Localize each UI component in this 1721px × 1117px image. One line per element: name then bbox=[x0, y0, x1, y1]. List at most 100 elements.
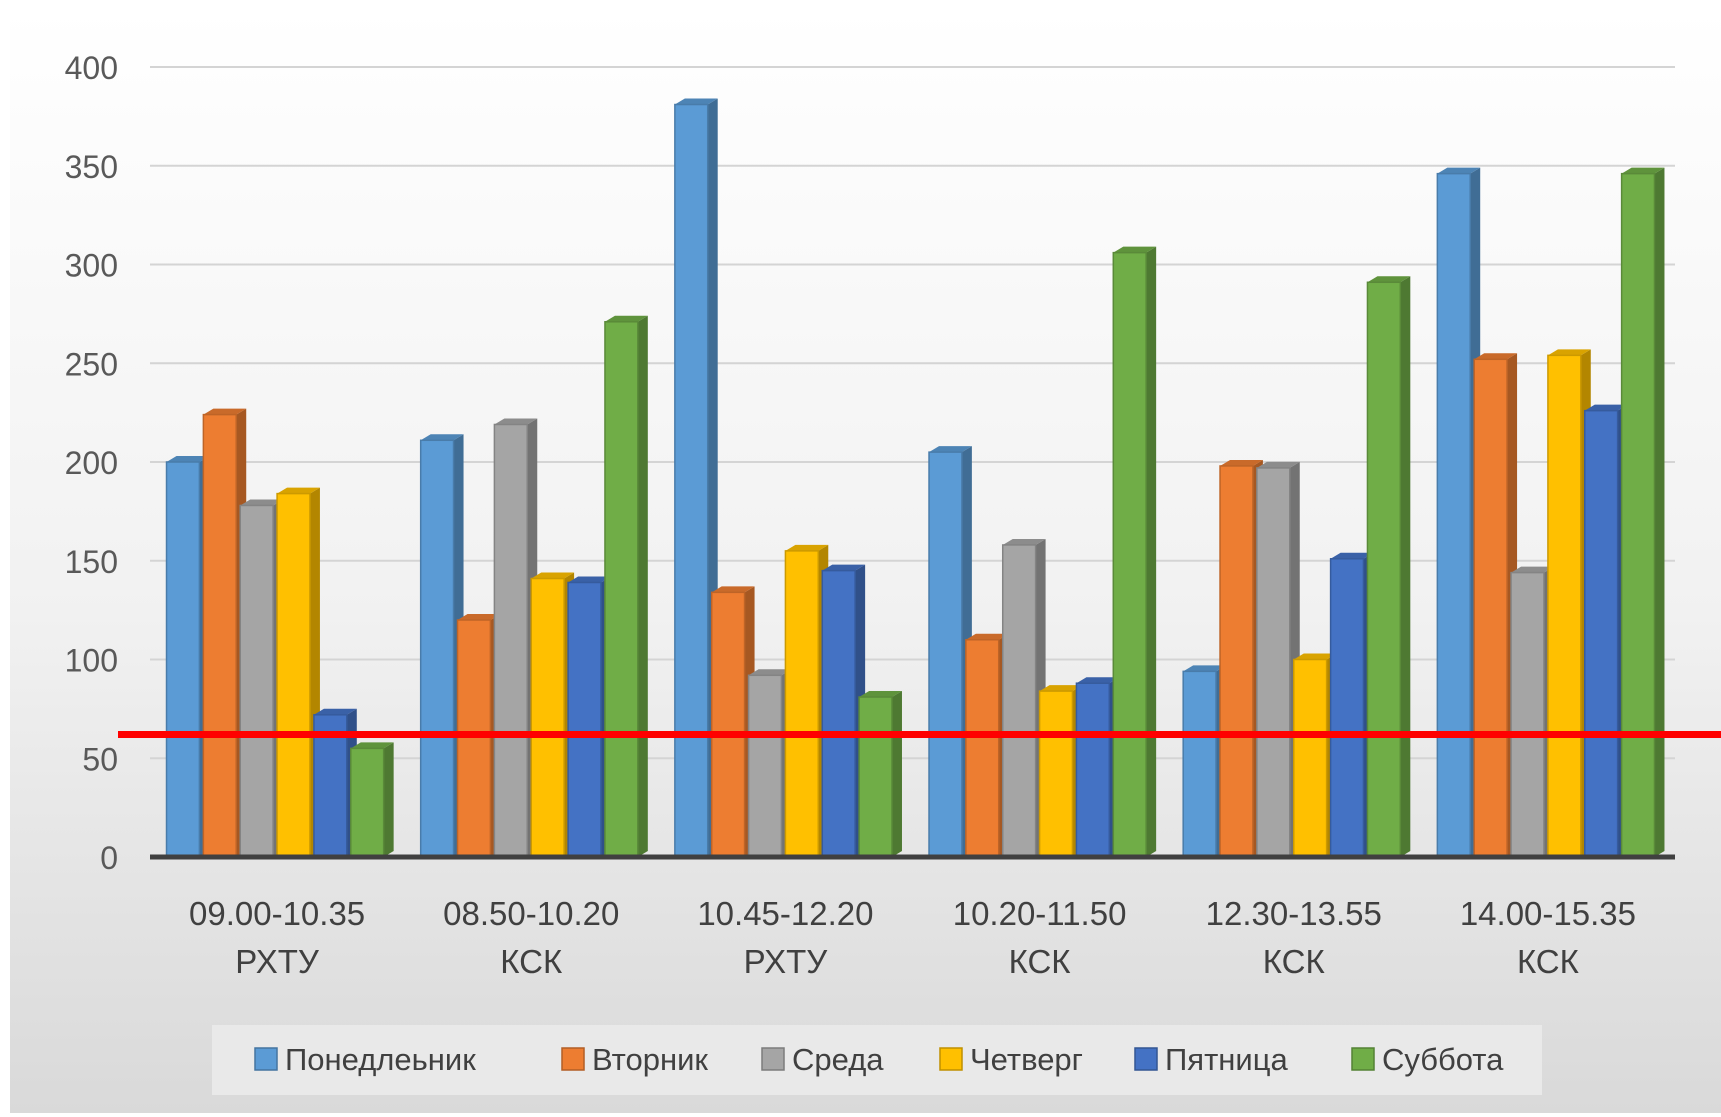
bar-top bbox=[1293, 653, 1337, 660]
bar-top bbox=[785, 544, 829, 551]
bar-front bbox=[1584, 409, 1619, 858]
bar-top bbox=[711, 586, 755, 593]
bar-side bbox=[1654, 167, 1665, 857]
bar bbox=[1366, 276, 1411, 858]
bar-front bbox=[493, 423, 529, 858]
bar-top bbox=[166, 456, 210, 462]
bar bbox=[1620, 167, 1665, 858]
bar-top bbox=[1039, 685, 1083, 692]
bar-front bbox=[1510, 571, 1545, 858]
bar-front bbox=[530, 577, 565, 858]
x-tick-label: 08.50-10.20 bbox=[443, 895, 619, 932]
bar-top bbox=[859, 691, 902, 698]
x-tick-label: РХТУ bbox=[744, 943, 829, 980]
bar-top bbox=[420, 434, 464, 441]
bar-front bbox=[419, 439, 455, 858]
bar-top bbox=[1256, 461, 1300, 468]
y-tick-label: 200 bbox=[65, 445, 118, 481]
legend: Понедлеьник Вторник Среда Четверг Пятница Суб… bbox=[254, 1042, 1504, 1077]
x-tick-label: 10.20-11.50 bbox=[953, 895, 1127, 932]
gridlines bbox=[150, 66, 1675, 760]
bar-side bbox=[1146, 246, 1157, 857]
x-tick-label: КСК bbox=[1263, 943, 1326, 980]
bar-front bbox=[858, 696, 893, 858]
bar-top bbox=[494, 418, 538, 425]
bar-front bbox=[1075, 682, 1111, 858]
bar-front bbox=[710, 591, 746, 858]
legend-swatch bbox=[561, 1047, 585, 1071]
legend-label: Четверг bbox=[970, 1042, 1083, 1077]
bar-side bbox=[1400, 276, 1411, 857]
bar-top bbox=[277, 487, 320, 494]
y-tick-label: 300 bbox=[65, 248, 118, 284]
bar-top bbox=[531, 572, 575, 579]
bar bbox=[1112, 246, 1157, 858]
y-tick-label: 350 bbox=[65, 149, 118, 185]
bar-front bbox=[674, 103, 709, 858]
bar-front bbox=[350, 747, 385, 858]
bar-top bbox=[1076, 677, 1120, 684]
legend-swatch bbox=[254, 1047, 278, 1071]
bar-front bbox=[1547, 354, 1582, 858]
x-tick-label: КСК bbox=[1009, 943, 1072, 980]
bar-front bbox=[1473, 358, 1508, 858]
bar-side bbox=[383, 742, 394, 857]
bar-front bbox=[1219, 465, 1254, 858]
bar-top bbox=[240, 499, 284, 506]
bar-top bbox=[1621, 167, 1665, 174]
bar-front bbox=[1182, 670, 1217, 858]
y-tick-label: 150 bbox=[65, 544, 118, 580]
bar-top bbox=[568, 576, 611, 583]
legend-swatch bbox=[939, 1047, 963, 1071]
bar-front bbox=[965, 639, 1000, 858]
x-tick-label: 12.30-13.55 bbox=[1206, 895, 1382, 932]
x-tick-label: РХТУ bbox=[235, 943, 320, 980]
bar-top bbox=[748, 669, 792, 676]
bar-top bbox=[350, 742, 394, 749]
bar-front bbox=[1436, 172, 1471, 858]
legend-label: Понедлеьник bbox=[285, 1042, 476, 1077]
bar-top bbox=[1220, 459, 1263, 466]
bar-top bbox=[1113, 246, 1157, 253]
bar-top bbox=[965, 633, 1009, 640]
bar-front bbox=[313, 714, 348, 858]
bar-front bbox=[604, 321, 639, 858]
bar-front bbox=[821, 569, 856, 858]
bar bbox=[858, 691, 902, 858]
bar-front bbox=[928, 451, 963, 858]
bar-top bbox=[1511, 566, 1554, 573]
y-tick-label: 100 bbox=[65, 643, 118, 679]
bar-front bbox=[1620, 172, 1656, 858]
bar bbox=[1436, 167, 1481, 858]
bar-top bbox=[457, 614, 501, 620]
bar-front bbox=[239, 504, 274, 858]
bar-front bbox=[1293, 658, 1328, 858]
bar-top bbox=[1330, 552, 1374, 559]
bar-front bbox=[1256, 467, 1291, 858]
bar-top bbox=[604, 315, 648, 322]
bar-front bbox=[1366, 281, 1402, 858]
legend-label: Вторник bbox=[592, 1042, 708, 1077]
bar-front bbox=[165, 461, 201, 858]
bar-side bbox=[891, 691, 902, 857]
bar-top bbox=[1367, 276, 1411, 283]
x-tick-label: КСК bbox=[500, 943, 563, 980]
bar-top bbox=[313, 708, 357, 715]
bar-top bbox=[822, 564, 866, 571]
bar-front bbox=[456, 619, 492, 858]
legend-swatch bbox=[1134, 1047, 1158, 1071]
bar-top bbox=[1437, 167, 1481, 174]
bars bbox=[165, 98, 1665, 858]
y-axis-ticks: 0 50 100 150 200 250 300 350 400 bbox=[65, 50, 118, 876]
legend-swatch bbox=[1351, 1047, 1375, 1071]
bar-top bbox=[203, 408, 247, 415]
y-tick-label: 50 bbox=[82, 741, 118, 777]
bar-top bbox=[1183, 665, 1227, 672]
bar-front bbox=[1001, 544, 1037, 858]
y-tick-label: 0 bbox=[100, 840, 118, 876]
bar bbox=[350, 742, 394, 858]
legend-label: Среда bbox=[792, 1042, 884, 1077]
bar-front bbox=[1038, 690, 1074, 858]
x-axis-labels: 09.00-10.35 РХТУ 08.50-10.20 КСК 10.45-12.20… bbox=[189, 895, 1636, 980]
